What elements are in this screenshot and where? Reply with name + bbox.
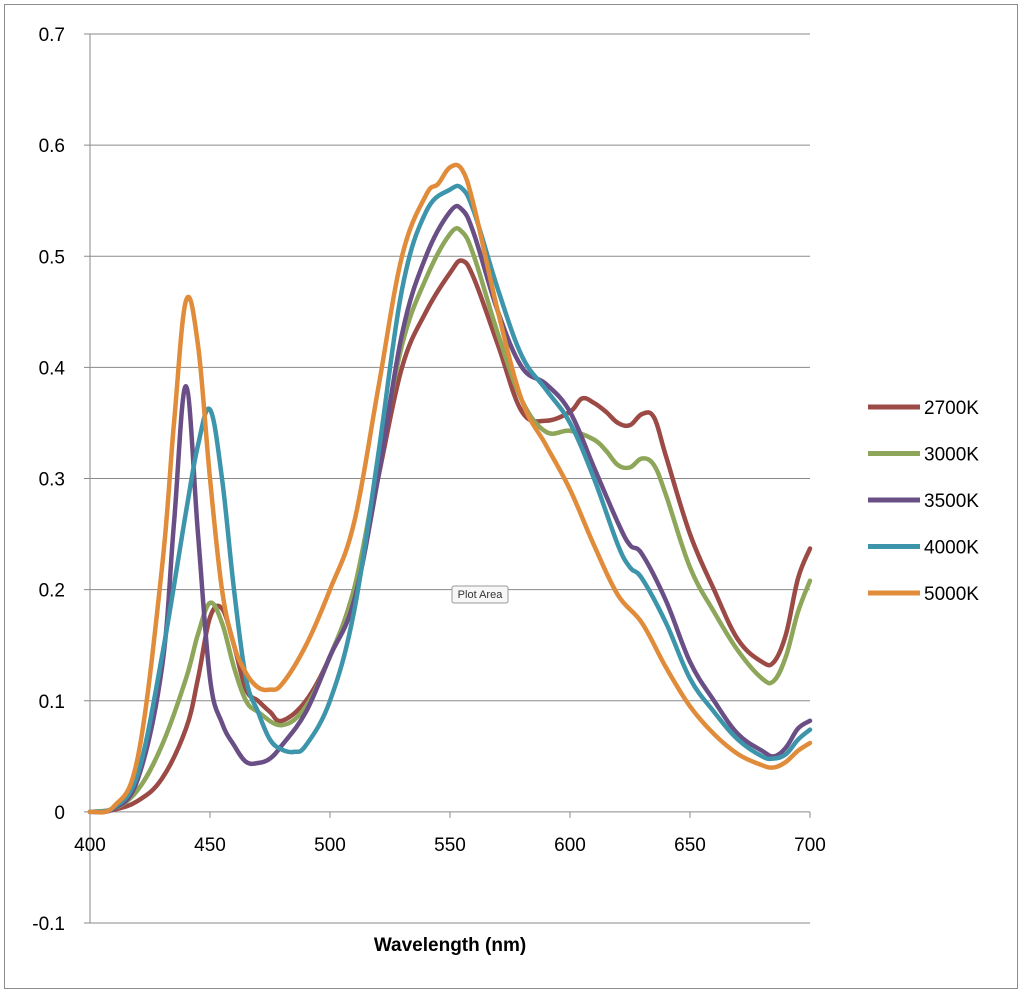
legend-label: 5000K: [924, 584, 979, 605]
y-tick-label: 0.7: [39, 25, 65, 46]
legend-label: 3500K: [924, 491, 979, 512]
y-tick-label: 0.4: [39, 358, 66, 379]
y-tick-label: 0.5: [39, 247, 65, 268]
series-line-4000k[interactable]: [87, 183, 813, 815]
legend-item-5000k[interactable]: 5000K: [868, 584, 979, 605]
series-line-5000k[interactable]: [87, 162, 813, 815]
x-tick-label: 600: [554, 835, 586, 856]
axes: [84, 33, 811, 924]
x-tick-label: 550: [434, 835, 466, 856]
legend-item-4000k[interactable]: 4000K: [868, 538, 979, 559]
y-tick-label: 0.3: [39, 470, 65, 491]
legend-label: 2700K: [924, 398, 979, 419]
x-tick-label: 700: [794, 835, 826, 856]
x-tick-label: 400: [74, 835, 106, 856]
legend[interactable]: 2700K 3000K 3500K 4000K 5000K: [868, 398, 979, 605]
legend-label: 4000K: [924, 538, 979, 559]
y-tick-label: 0.2: [39, 581, 65, 602]
chart-frame: [4, 4, 1018, 989]
y-tick-label: -0.1: [32, 914, 65, 935]
plot-area-tooltip: Plot Area: [451, 585, 509, 604]
y-tick-labels: -0.1 0 0.1 0.2 0.3 0.4 0.5 0.6 0.7: [32, 25, 65, 935]
y-tick-label: 0.1: [39, 692, 65, 713]
tooltip-text: Plot Area: [458, 589, 504, 601]
series-lines[interactable]: [87, 162, 813, 815]
x-tick-label: 450: [194, 835, 226, 856]
legend-label: 3000K: [924, 445, 979, 466]
gridlines: [90, 33, 810, 924]
x-tick-label: 500: [314, 835, 346, 856]
legend-item-3000k[interactable]: 3000K: [868, 445, 979, 466]
y-tick-label: 0: [54, 803, 65, 824]
series-line-3000k[interactable]: [87, 226, 813, 815]
legend-item-3500k[interactable]: 3500K: [868, 491, 979, 512]
legend-item-2700k[interactable]: 2700K: [868, 398, 979, 419]
x-tick-labels: 400 450 500 550 600 650 700: [74, 835, 826, 856]
x-axis-title: Wavelength (nm): [374, 935, 526, 956]
x-tick-label: 650: [674, 835, 706, 856]
series-line-2700k[interactable]: [87, 258, 813, 815]
y-tick-label: 0.6: [39, 136, 65, 157]
